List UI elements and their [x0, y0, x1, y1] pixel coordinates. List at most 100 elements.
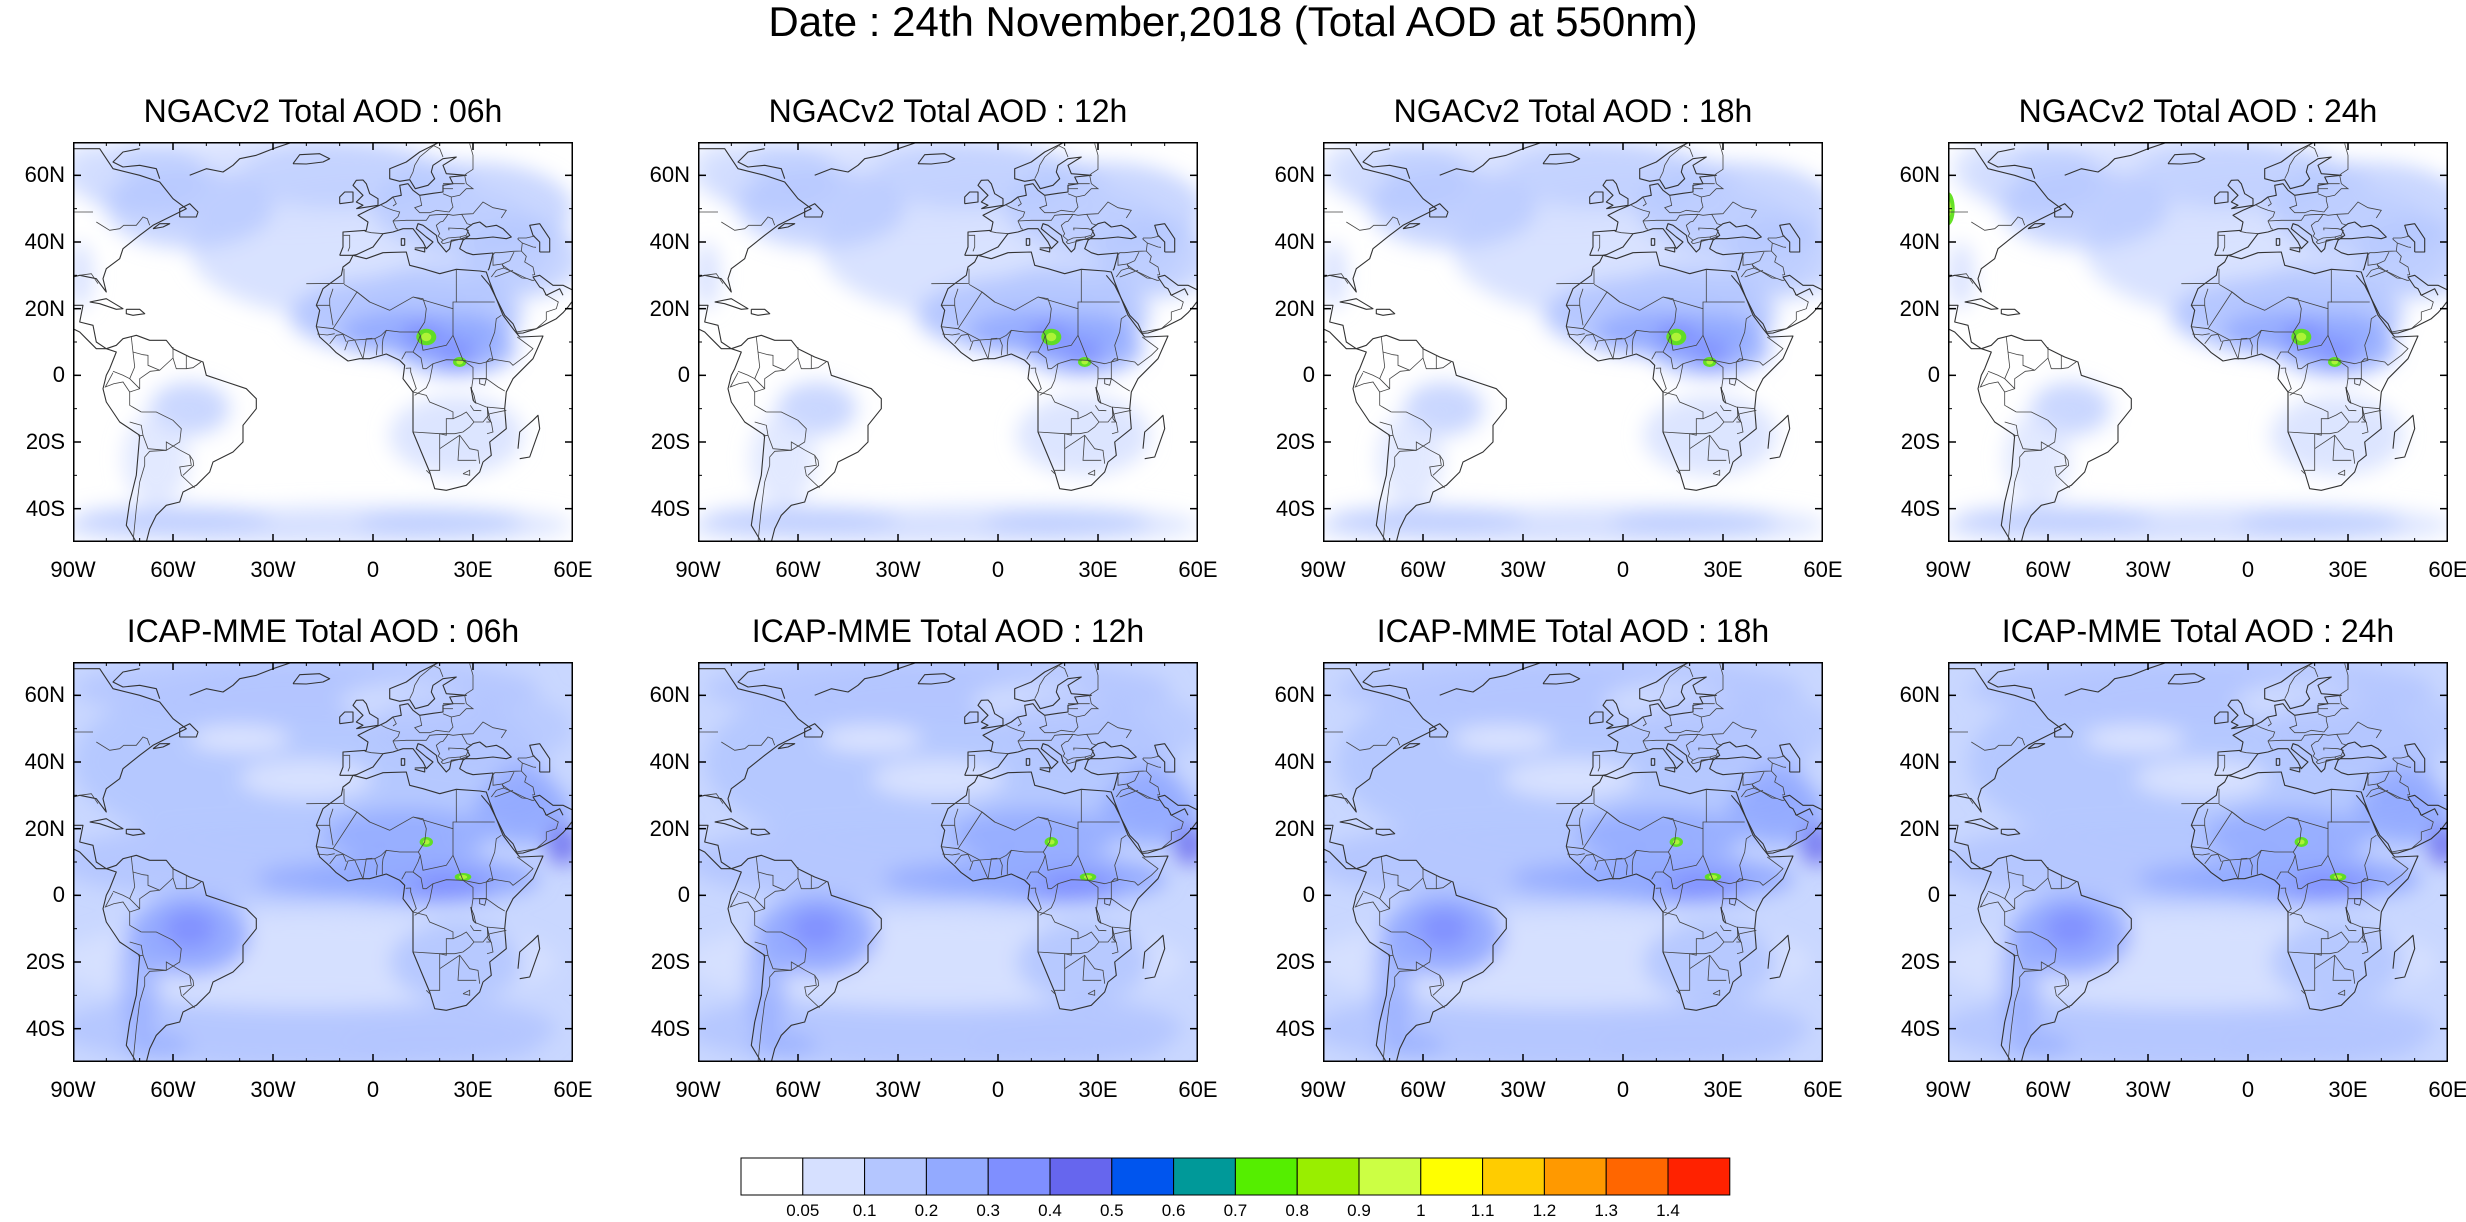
- country-border: [429, 433, 441, 471]
- country-border: [2314, 954, 2356, 984]
- country-border: [364, 750, 384, 755]
- latitude-label: 0: [1302, 362, 1315, 388]
- coastline: [2027, 743, 2046, 750]
- country-border: [954, 333, 972, 344]
- coastline: [737, 668, 786, 699]
- country-border: [2369, 789, 2389, 798]
- longitude-label: 30E: [1703, 557, 1743, 582]
- country-border: [1690, 238, 1710, 245]
- country-border: [1709, 235, 1719, 240]
- longitude-label: 60E: [553, 1077, 593, 1102]
- country-border: [1744, 789, 1764, 798]
- country-border: [2367, 238, 2398, 256]
- lake: [1729, 898, 1737, 906]
- coastline: [189, 142, 294, 176]
- country-border: [392, 716, 397, 727]
- country-border: [452, 834, 502, 885]
- coastline: [1782, 274, 1823, 296]
- latitude-label: 40N: [1899, 749, 1940, 774]
- country-border: [2280, 887, 2292, 913]
- coastline: [1730, 794, 1823, 854]
- country-border: [502, 251, 515, 265]
- country-border: [2267, 196, 2272, 207]
- country-border: [2304, 953, 2316, 991]
- country-border: [1098, 401, 1130, 410]
- country-border: [2334, 755, 2344, 760]
- country-border: [2301, 470, 2305, 474]
- map-panel: ICAP-MME Total AOD : 12h 60N 40N 20N 0 20S 40S…: [650, 613, 1218, 1102]
- country-border: [364, 230, 384, 235]
- country-border: [1690, 758, 1710, 765]
- country-border: [989, 230, 1009, 235]
- country-border: [1082, 435, 1102, 461]
- country-border: [165, 441, 195, 489]
- country-border: [521, 770, 536, 796]
- country-border: [1712, 989, 1721, 996]
- longitude-label: 30W: [1500, 557, 1546, 582]
- country-border: [1556, 268, 1595, 285]
- coastline: [2289, 247, 2301, 253]
- longitude-label: 0: [2241, 1077, 2255, 1102]
- coastline: [414, 247, 426, 253]
- coastline: [698, 304, 882, 542]
- country-border: [1766, 319, 1797, 333]
- coastline: [1565, 771, 1794, 1011]
- longitude-label: 90W: [50, 1077, 96, 1102]
- aod-hotspot-core: [2333, 875, 2343, 879]
- country-border: [1127, 251, 1140, 265]
- latitude-label: 20N: [1274, 295, 1315, 321]
- country-border: [1702, 834, 1752, 885]
- colorbar-box: [1543, 1157, 1607, 1196]
- country-border: [1604, 337, 1623, 361]
- country-border: [1126, 264, 1152, 279]
- country-border: [1143, 235, 1160, 239]
- longitude-label: 0: [1616, 557, 1630, 582]
- country-border: [492, 238, 523, 256]
- coastline: [1565, 251, 1794, 491]
- country-border: [999, 338, 1003, 356]
- coastline: [1948, 304, 2132, 542]
- country-border: [2327, 411, 2350, 423]
- country-border: [2360, 358, 2365, 379]
- aod-field: [1643, 395, 1777, 476]
- coastline: [2355, 274, 2448, 334]
- coastline: [315, 251, 544, 491]
- country-border: [2181, 268, 2220, 285]
- country-border: [2218, 754, 2226, 772]
- coastline: [532, 794, 573, 816]
- aod-hotspot-core: [2331, 359, 2338, 365]
- country-border: [2207, 291, 2245, 329]
- colorbar-box: [1358, 1157, 1422, 1196]
- colorbar-box: [802, 1157, 866, 1196]
- country-border: [2301, 990, 2305, 994]
- country-border: [754, 347, 799, 413]
- country-border: [1054, 433, 1066, 471]
- coastline: [2227, 221, 2387, 271]
- latitude-label: 60N: [649, 682, 690, 708]
- coastline: [1779, 743, 1801, 773]
- country-border: [1742, 758, 1773, 776]
- coastline: [2227, 741, 2387, 791]
- aod-field: [2134, 758, 2268, 799]
- country-border: [1579, 333, 1597, 344]
- coastline: [977, 699, 1004, 730]
- country-border: [942, 853, 960, 856]
- aod-hotspot-core: [2296, 332, 2307, 342]
- country-border: [1037, 816, 1052, 853]
- map-panel: NGACv2 Total AOD : 24h 60N 40N 20N 0 20S 40S 90…: [1900, 93, 2466, 582]
- coastline: [352, 699, 379, 730]
- country-border: [1098, 921, 1130, 930]
- country-border: [412, 296, 427, 333]
- country-border: [544, 813, 559, 840]
- country-border: [452, 411, 475, 423]
- latitude-label: 60N: [649, 162, 690, 188]
- country-border: [2287, 391, 2329, 436]
- panel-title: ICAP-MME Total AOD : 18h: [1376, 613, 1770, 649]
- coastline: [1987, 148, 2036, 179]
- country-border: [317, 853, 335, 856]
- country-border: [2040, 441, 2070, 489]
- country-border: [1057, 144, 1069, 158]
- country-border: [2332, 955, 2352, 981]
- country-border: [1766, 839, 1797, 853]
- country-border: [1701, 663, 1725, 718]
